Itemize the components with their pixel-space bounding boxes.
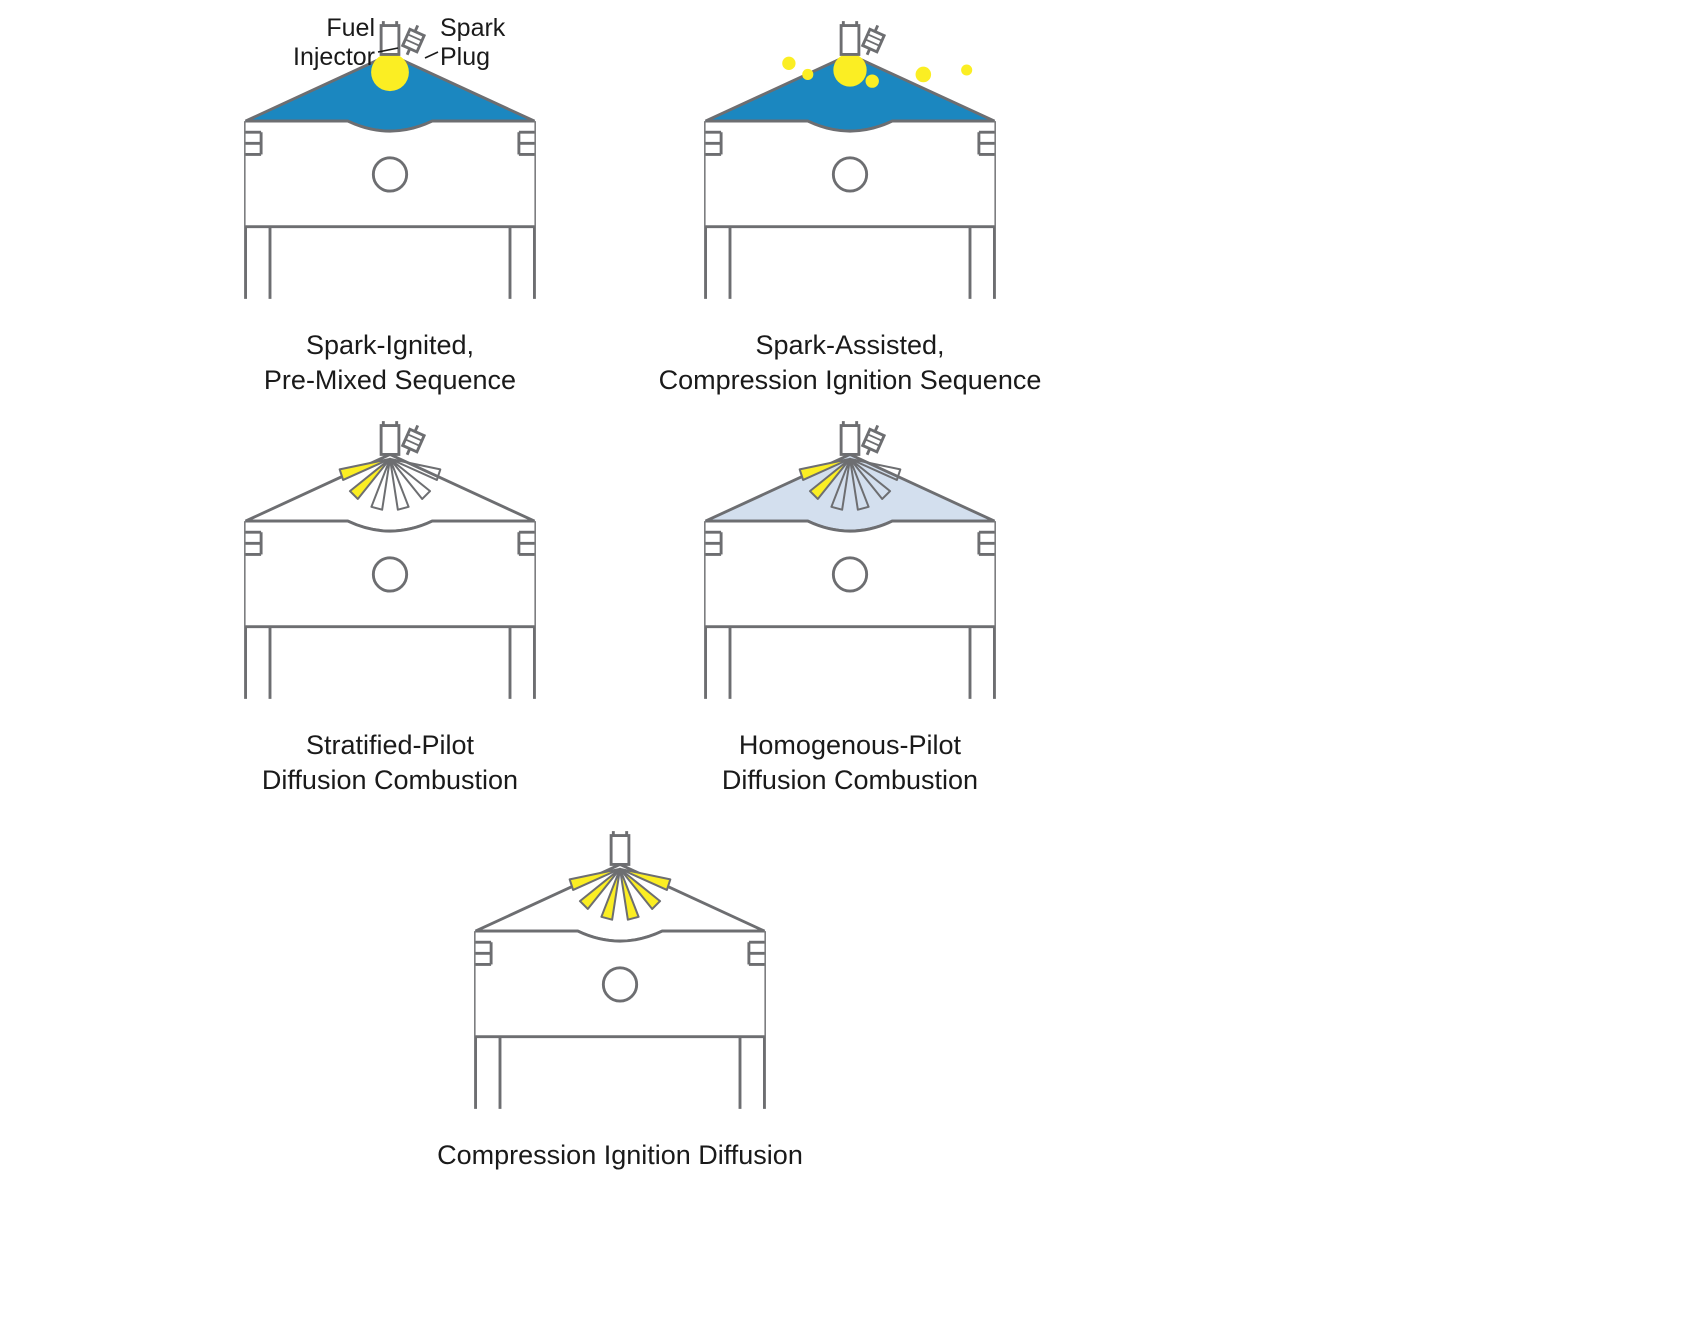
engine-diagram	[180, 410, 600, 710]
combustion-panel: Homogenous-Pilot Diffusion Combustion	[600, 410, 1100, 798]
caption-line2: Pre-Mixed Sequence	[264, 365, 516, 395]
engine-diagram	[410, 820, 830, 1120]
panel-caption: Homogenous-Pilot Diffusion Combustion	[722, 728, 978, 798]
caption-line1: Spark-Ignited,	[306, 330, 474, 360]
engine-diagram	[640, 410, 1060, 710]
caption-line1: Compression Ignition Diffusion	[437, 1140, 803, 1170]
panel-caption: Stratified-Pilot Diffusion Combustion	[262, 728, 518, 798]
caption-line2: Compression Ignition Sequence	[659, 365, 1042, 395]
caption-line1: Homogenous-Pilot	[739, 730, 961, 760]
annotation-leaders	[0, 0, 1686, 200]
caption-line1: Stratified-Pilot	[306, 730, 474, 760]
combustion-panel: Stratified-Pilot Diffusion Combustion	[140, 410, 640, 798]
panel-caption: Spark-Ignited, Pre-Mixed Sequence	[264, 328, 516, 398]
combustion-panel: Compression Ignition Diffusion	[370, 820, 870, 1173]
caption-line2: Diffusion Combustion	[722, 765, 978, 795]
panel-caption: Spark-Assisted, Compression Ignition Sequ…	[659, 328, 1042, 398]
caption-line1: Spark-Assisted,	[755, 330, 944, 360]
panel-caption: Compression Ignition Diffusion	[437, 1138, 803, 1173]
caption-line2: Diffusion Combustion	[262, 765, 518, 795]
